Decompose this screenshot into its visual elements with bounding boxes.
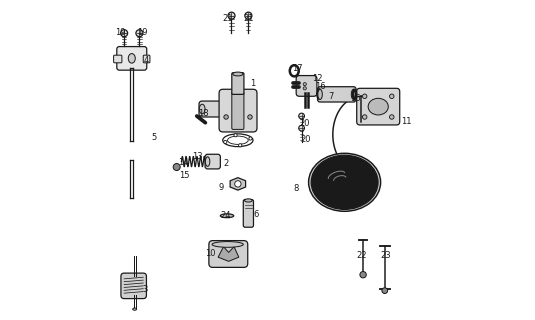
Circle shape bbox=[228, 12, 235, 19]
Polygon shape bbox=[218, 247, 239, 261]
FancyBboxPatch shape bbox=[243, 199, 254, 227]
FancyBboxPatch shape bbox=[357, 88, 400, 125]
Text: 9: 9 bbox=[219, 183, 224, 192]
Text: 16: 16 bbox=[350, 94, 361, 103]
Circle shape bbox=[389, 94, 394, 99]
Ellipse shape bbox=[368, 98, 388, 115]
Text: 15: 15 bbox=[179, 171, 190, 180]
Text: 22: 22 bbox=[356, 251, 366, 260]
FancyBboxPatch shape bbox=[205, 154, 220, 169]
Text: 18: 18 bbox=[198, 109, 209, 118]
Text: 14: 14 bbox=[178, 158, 188, 167]
Circle shape bbox=[173, 164, 180, 171]
Polygon shape bbox=[230, 178, 246, 190]
Text: 13: 13 bbox=[192, 152, 203, 161]
Ellipse shape bbox=[212, 242, 243, 247]
Circle shape bbox=[299, 125, 304, 131]
FancyBboxPatch shape bbox=[219, 89, 257, 132]
Circle shape bbox=[245, 12, 252, 19]
Text: 3: 3 bbox=[142, 285, 148, 294]
FancyBboxPatch shape bbox=[143, 55, 150, 63]
Text: 21: 21 bbox=[223, 14, 233, 23]
Circle shape bbox=[234, 134, 237, 137]
Text: 20: 20 bbox=[300, 119, 310, 128]
Text: 2: 2 bbox=[224, 159, 228, 168]
Circle shape bbox=[299, 113, 304, 119]
Circle shape bbox=[362, 115, 367, 119]
Text: 11: 11 bbox=[401, 117, 411, 126]
Circle shape bbox=[224, 115, 228, 119]
FancyBboxPatch shape bbox=[209, 241, 248, 268]
Text: 4: 4 bbox=[143, 56, 148, 65]
FancyBboxPatch shape bbox=[113, 55, 122, 63]
Ellipse shape bbox=[309, 153, 380, 211]
Ellipse shape bbox=[133, 308, 136, 310]
Circle shape bbox=[382, 288, 388, 293]
Text: 7: 7 bbox=[328, 92, 334, 101]
Circle shape bbox=[303, 83, 307, 86]
FancyBboxPatch shape bbox=[121, 273, 147, 299]
Text: 19: 19 bbox=[115, 28, 126, 37]
FancyBboxPatch shape bbox=[232, 73, 244, 94]
Text: 8: 8 bbox=[294, 184, 299, 193]
Ellipse shape bbox=[311, 155, 378, 209]
Text: 17: 17 bbox=[292, 64, 303, 73]
Text: 6: 6 bbox=[254, 210, 259, 219]
Text: 5: 5 bbox=[151, 133, 156, 142]
Text: 23: 23 bbox=[381, 251, 391, 260]
Text: 16: 16 bbox=[315, 82, 325, 91]
Ellipse shape bbox=[220, 214, 234, 218]
Text: 12: 12 bbox=[311, 74, 322, 83]
FancyBboxPatch shape bbox=[199, 101, 226, 117]
Ellipse shape bbox=[128, 53, 135, 63]
Text: 10: 10 bbox=[205, 250, 216, 259]
FancyBboxPatch shape bbox=[117, 47, 147, 70]
Circle shape bbox=[360, 271, 366, 278]
Circle shape bbox=[389, 115, 394, 119]
Text: 21: 21 bbox=[243, 14, 254, 23]
Text: 24: 24 bbox=[221, 211, 231, 220]
Circle shape bbox=[136, 30, 143, 37]
FancyBboxPatch shape bbox=[317, 87, 356, 102]
Text: 1: 1 bbox=[250, 79, 256, 88]
Circle shape bbox=[248, 115, 252, 119]
FancyBboxPatch shape bbox=[296, 76, 317, 96]
Ellipse shape bbox=[318, 89, 322, 100]
Ellipse shape bbox=[351, 89, 356, 100]
FancyBboxPatch shape bbox=[232, 92, 244, 129]
Ellipse shape bbox=[233, 72, 243, 76]
Circle shape bbox=[120, 30, 128, 37]
Ellipse shape bbox=[244, 199, 252, 202]
Circle shape bbox=[239, 144, 242, 147]
Circle shape bbox=[362, 94, 367, 99]
Circle shape bbox=[249, 137, 252, 140]
Text: 20: 20 bbox=[301, 135, 311, 144]
Text: 19: 19 bbox=[137, 28, 148, 37]
Circle shape bbox=[235, 181, 241, 187]
Circle shape bbox=[224, 140, 227, 144]
Ellipse shape bbox=[205, 157, 210, 166]
Ellipse shape bbox=[200, 104, 205, 114]
Circle shape bbox=[303, 87, 307, 90]
